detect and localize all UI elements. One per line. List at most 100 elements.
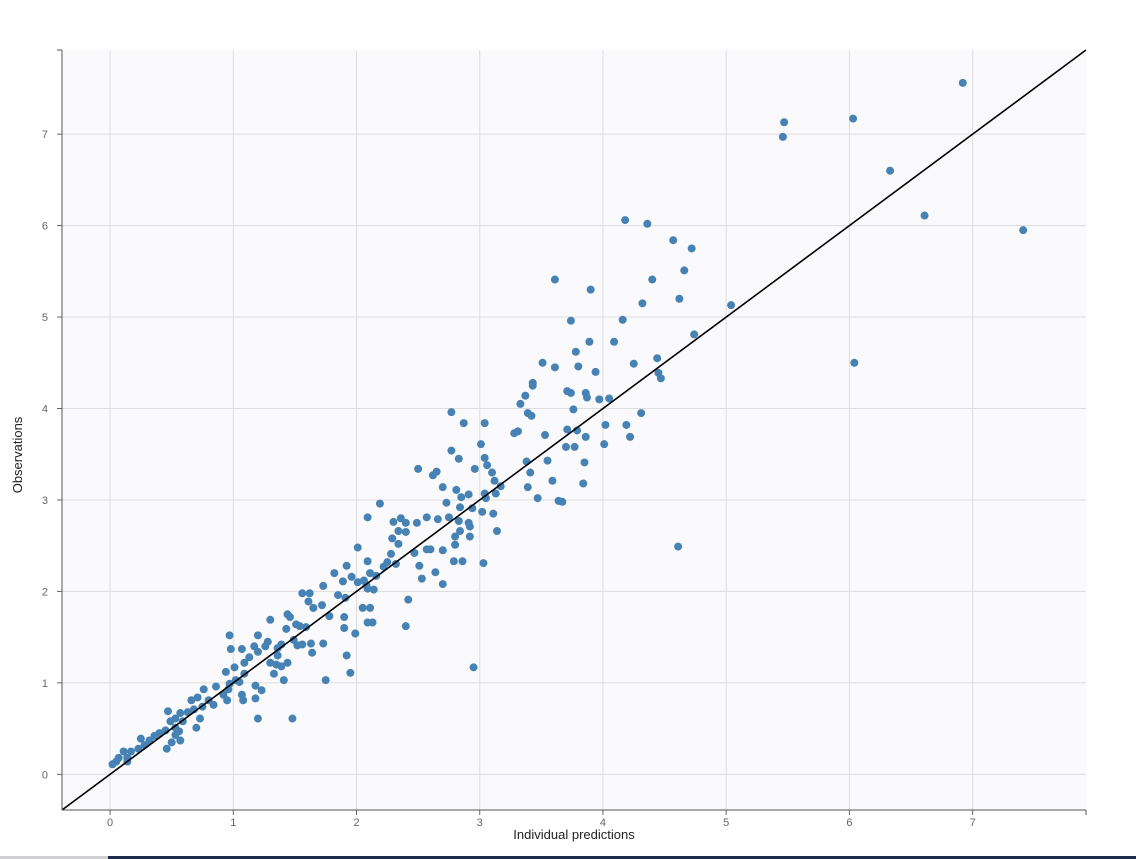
data-point	[353, 578, 362, 587]
data-point	[656, 374, 665, 383]
data-point	[558, 497, 567, 506]
data-point	[570, 442, 579, 451]
data-point	[669, 236, 678, 245]
data-point	[321, 676, 330, 685]
data-point	[171, 731, 180, 740]
data-point	[391, 559, 400, 568]
data-point	[193, 693, 202, 702]
data-point	[240, 658, 249, 667]
data-point	[283, 658, 292, 667]
data-point	[566, 316, 575, 325]
data-point	[340, 624, 349, 633]
data-point	[187, 696, 196, 705]
bottom-strip-dark	[108, 856, 1136, 859]
data-point	[478, 507, 487, 516]
data-point	[410, 549, 419, 558]
data-point	[277, 662, 286, 671]
data-point	[366, 603, 375, 612]
data-point	[653, 354, 662, 363]
data-point	[394, 527, 403, 536]
data-point	[690, 330, 699, 339]
x-axis-title: Individual predictions	[513, 827, 635, 842]
data-point	[563, 425, 572, 434]
data-point	[401, 527, 410, 536]
data-point	[687, 244, 696, 253]
data-point	[209, 700, 218, 709]
data-point	[389, 517, 398, 526]
data-point	[527, 411, 536, 420]
data-point	[561, 442, 570, 451]
data-point	[595, 395, 604, 404]
data-point	[239, 696, 248, 705]
data-point	[621, 216, 630, 225]
data-point	[574, 362, 583, 371]
data-point	[569, 405, 578, 414]
data-point	[253, 631, 262, 640]
data-point	[513, 427, 522, 436]
data-point	[447, 408, 456, 417]
x-tick-label: 3	[477, 817, 483, 829]
data-point	[119, 747, 128, 756]
data-point	[221, 667, 230, 676]
data-point	[319, 639, 328, 648]
data-point	[342, 651, 351, 660]
x-tick-label: 7	[970, 817, 976, 829]
data-point	[237, 645, 246, 654]
data-point	[136, 734, 145, 743]
data-point	[538, 358, 547, 367]
y-tick-label: 5	[42, 312, 48, 324]
data-point	[643, 219, 652, 228]
data-point	[422, 513, 431, 522]
data-point	[245, 653, 254, 662]
data-point	[353, 543, 362, 552]
data-point	[591, 367, 600, 376]
data-point	[629, 359, 638, 368]
data-point	[526, 468, 535, 477]
data-point	[301, 623, 310, 632]
y-tick-label: 6	[42, 221, 48, 233]
data-point	[273, 644, 282, 653]
data-point	[251, 681, 260, 690]
data-point	[447, 446, 456, 455]
data-point	[415, 561, 424, 570]
data-point	[304, 597, 313, 606]
axes: 0 1 2 3 4 5 6 7 0 1 2 3 4 5 6 7	[42, 49, 1087, 829]
data-point	[412, 518, 421, 527]
data-point	[388, 534, 397, 543]
data-point	[454, 454, 463, 463]
data-point	[404, 595, 413, 604]
data-point	[523, 483, 532, 492]
data-point	[469, 663, 478, 672]
data-point	[166, 717, 175, 726]
data-point	[351, 629, 360, 638]
data-point	[492, 527, 501, 536]
data-point	[253, 714, 262, 723]
data-point	[458, 557, 467, 566]
data-point	[387, 549, 396, 558]
data-point	[288, 714, 297, 723]
data-point	[566, 388, 575, 397]
data-point	[257, 686, 266, 695]
data-point	[285, 613, 294, 622]
data-point	[438, 546, 447, 555]
data-point	[581, 432, 590, 441]
data-point	[167, 738, 176, 747]
data-point	[298, 589, 307, 598]
data-point	[196, 714, 205, 723]
data-point	[451, 532, 460, 541]
data-point	[600, 440, 609, 449]
data-point	[379, 562, 388, 571]
data-point	[648, 275, 657, 284]
y-tick-label: 4	[42, 404, 48, 416]
data-point	[920, 211, 929, 220]
x-tick-label: 1	[230, 817, 236, 829]
data-point	[162, 744, 171, 753]
data-point	[886, 166, 895, 175]
data-point	[456, 527, 465, 536]
data-point	[369, 585, 378, 594]
data-point	[330, 569, 339, 578]
data-point	[516, 399, 525, 408]
grid	[62, 50, 1086, 810]
data-point	[541, 431, 550, 440]
